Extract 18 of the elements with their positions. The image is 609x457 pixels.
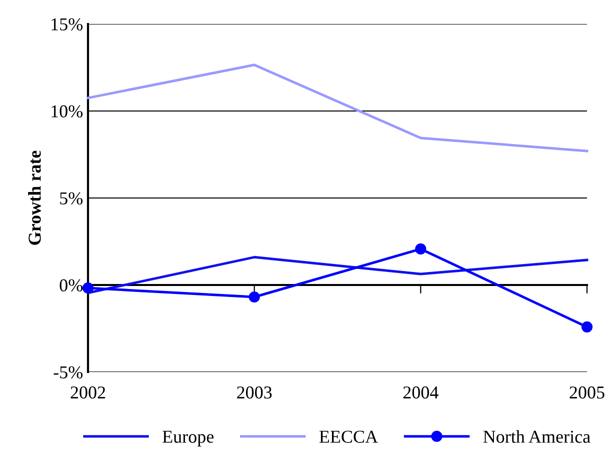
- legend-label: EECCA: [319, 430, 378, 443]
- point: [581, 321, 593, 332]
- point: [82, 282, 94, 294]
- y-tick-label: 0%: [60, 279, 83, 292]
- line-series: [86, 64, 588, 152]
- x-tick-label: 2005: [570, 386, 604, 399]
- legend-label: Europe: [162, 430, 214, 446]
- point: [415, 243, 426, 255]
- x-tick-label: 2003: [237, 386, 272, 399]
- y-axis-title: Growth rate: [28, 150, 41, 245]
- point: [248, 291, 260, 303]
- x-tick-label: 2002: [70, 386, 106, 399]
- x-tick-label: 2004: [403, 386, 438, 399]
- legend-label: North America: [483, 430, 590, 443]
- y-tick-label: 15%: [52, 18, 83, 30]
- y-tick-label: -5%: [54, 366, 83, 378]
- y-tick-label: 10%: [52, 105, 83, 118]
- y-tick-label: 5%: [60, 192, 83, 204]
